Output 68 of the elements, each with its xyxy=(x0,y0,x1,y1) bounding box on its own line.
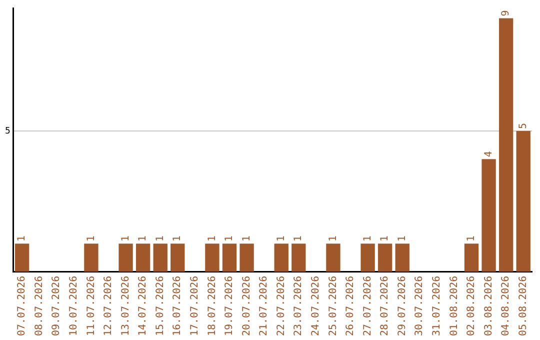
data-label: 1 xyxy=(293,236,304,242)
data-label: 1 xyxy=(154,236,166,242)
x-tick-label: 01.08.2026 xyxy=(448,276,460,336)
x-tick-label: 21.07.2026 xyxy=(258,276,270,336)
x-tick-label: 12.07.2026 xyxy=(103,276,114,336)
x-tick-label: 17.07.2026 xyxy=(190,276,201,336)
bar xyxy=(84,244,98,272)
data-label: 1 xyxy=(396,236,408,242)
bar xyxy=(292,244,306,272)
x-tick-label: 28.07.2026 xyxy=(380,276,391,336)
data-label: 1 xyxy=(380,236,391,242)
x-tick-label: 05.08.2026 xyxy=(518,276,529,336)
x-tick-label: 18.07.2026 xyxy=(206,276,218,336)
data-label: 4 xyxy=(483,151,494,158)
bar xyxy=(498,18,514,272)
bar xyxy=(240,244,254,272)
bar xyxy=(516,130,530,272)
data-label: 1 xyxy=(16,236,28,242)
data-label: 1 xyxy=(172,236,184,242)
data-label: 1 xyxy=(86,236,97,242)
x-tick-label: 02.08.2026 xyxy=(466,276,478,336)
bar xyxy=(482,159,496,272)
data-label: 1 xyxy=(328,236,339,242)
data-label: 1 xyxy=(362,236,374,242)
x-tick-label: 10.07.2026 xyxy=(68,276,80,336)
x-tick-label: 30.07.2026 xyxy=(414,276,426,336)
x-tick-label: 26.07.2026 xyxy=(345,276,356,336)
bar xyxy=(274,244,288,272)
x-tick-label: 23.07.2026 xyxy=(293,276,304,336)
data-label: 1 xyxy=(276,236,287,242)
bar xyxy=(14,244,30,272)
bar xyxy=(205,244,220,272)
data-label: 1 xyxy=(224,236,236,242)
bar xyxy=(378,244,392,272)
x-tick-label: 19.07.2026 xyxy=(224,276,236,336)
x-tick-label: 07.07.2026 xyxy=(16,276,28,336)
data-label: 1 xyxy=(138,236,149,242)
x-tick-label: 24.07.2026 xyxy=(310,276,322,336)
x-tick-label: 16.07.2026 xyxy=(172,276,184,336)
data-label: 5 xyxy=(518,122,529,129)
data-label: 1 xyxy=(206,236,218,242)
data-label: 1 xyxy=(466,236,478,242)
x-tick-label: 13.07.2026 xyxy=(120,276,132,336)
bar xyxy=(222,244,237,272)
x-tick-label: 14.07.2026 xyxy=(138,276,149,336)
bar xyxy=(136,244,150,272)
data-label: 9 xyxy=(500,10,512,16)
bar xyxy=(464,244,479,272)
bar xyxy=(118,244,133,272)
x-tick-label: 29.07.2026 xyxy=(396,276,408,336)
x-tick-label: 11.07.2026 xyxy=(86,276,97,336)
bar xyxy=(170,244,185,272)
bar xyxy=(326,244,340,272)
x-tick-label: 08.07.2026 xyxy=(34,276,45,336)
data-label: 1 xyxy=(241,236,252,242)
x-tick-label: 04.08.2026 xyxy=(500,276,512,336)
x-tick-label: 22.07.2026 xyxy=(276,276,287,336)
x-tick-label: 09.07.2026 xyxy=(51,276,62,336)
bar xyxy=(153,244,168,272)
x-tick-label: 27.07.2026 xyxy=(362,276,374,336)
x-tick-label: 25.07.2026 xyxy=(328,276,339,336)
x-tick-label: 20.07.2026 xyxy=(241,276,252,336)
data-label: 1 xyxy=(120,236,132,242)
bar xyxy=(395,244,410,272)
x-tick-label: 31.07.2026 xyxy=(432,276,443,336)
x-tick-label: 15.07.2026 xyxy=(154,276,166,336)
x-tick-label: 03.08.2026 xyxy=(483,276,494,336)
bar xyxy=(360,244,375,272)
